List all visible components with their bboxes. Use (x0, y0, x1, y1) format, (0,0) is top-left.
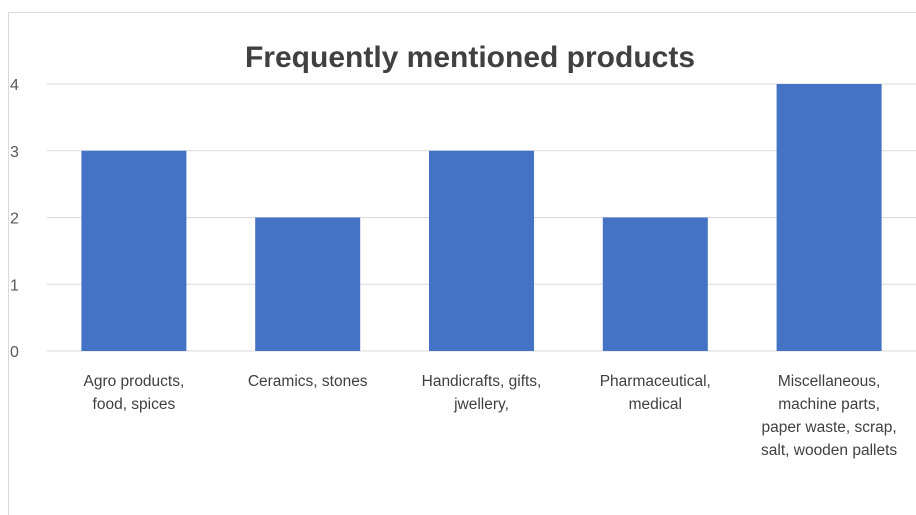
x-category-label: Handicrafts, gifts, jwellery, (422, 373, 542, 413)
chart-title: Frequently mentioned products (245, 41, 695, 74)
bar (255, 217, 361, 351)
x-category-label: Pharmaceutical, medical (600, 373, 711, 413)
x-category-label: Miscellaneous, machine parts, paper waste,… (761, 373, 897, 459)
y-tick-label: 0 (10, 344, 19, 361)
x-category-label: Agro products, food, spices (83, 373, 184, 413)
bar (429, 150, 534, 351)
y-axis-ticks: 0 1 2 3 4 (10, 77, 19, 361)
chart-frame (8, 12, 916, 515)
x-axis-labels: Agro products, food, spices Ceramics, ston… (83, 373, 897, 459)
bar (602, 217, 708, 351)
x-category-label: Ceramics, stones (248, 373, 368, 390)
y-tick-label: 3 (10, 144, 19, 161)
bar (81, 150, 187, 351)
y-tick-label: 2 (10, 211, 19, 228)
y-tick-label: 1 (10, 277, 19, 294)
bars (81, 84, 882, 351)
bar (776, 84, 882, 351)
y-tick-label: 4 (10, 77, 19, 94)
